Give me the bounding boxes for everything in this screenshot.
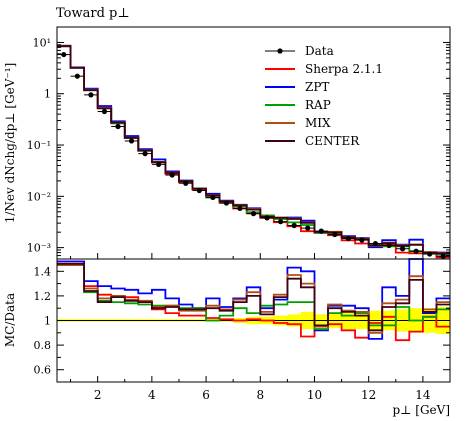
- y-tick-label-ratio: 0.6: [34, 364, 52, 377]
- data-point: [210, 194, 216, 201]
- legend-label-mix: MIX: [305, 116, 331, 130]
- y-tick-label-main: 10¹: [33, 36, 51, 49]
- chart-title: Toward p⊥: [56, 6, 130, 21]
- curve-mix: [57, 45, 450, 254]
- data-point: [196, 187, 202, 194]
- legend: Data Sherpa 2.1.1 ZPT RAP MIX CENTER: [265, 44, 383, 148]
- legend-label-rap: RAP: [305, 98, 331, 112]
- data-point: [88, 92, 94, 98]
- data-point: [142, 151, 148, 157]
- x-axis-label: p⊥ [GeV]: [393, 403, 451, 417]
- curve-sherpa-2-1-1: [57, 44, 450, 259]
- data-point: [291, 222, 297, 229]
- legend-label-center: CENTER: [305, 134, 360, 148]
- data-point: [61, 51, 67, 58]
- ratio-curve-zpt: [57, 258, 450, 340]
- data-point: [278, 219, 284, 225]
- data-point: [399, 246, 406, 252]
- data-point: [332, 231, 338, 238]
- ratio-panel: 0.6 0.8 1 1.2 1.4 MC/Data: [3, 258, 451, 383]
- data-point: [345, 235, 351, 242]
- x-tick-label: 12: [361, 388, 376, 402]
- y-tick-label-ratio: 1.4: [34, 265, 52, 278]
- y-tick-label-ratio: 0.8: [34, 339, 52, 352]
- legend-label-data: Data: [305, 44, 334, 58]
- x-tick-label: 2: [94, 388, 102, 402]
- x-tick-label: 10: [307, 388, 322, 402]
- data-point: [372, 240, 379, 247]
- data-point: [359, 237, 365, 243]
- data-point: [183, 180, 189, 186]
- legend-label-zpt: ZPT: [305, 80, 329, 94]
- data-point: [115, 123, 121, 130]
- legend-marker-data-point: [277, 48, 283, 54]
- y-tick-label-main: 10⁻³: [27, 242, 51, 255]
- ratio-curve-center: [57, 263, 450, 332]
- data-point: [305, 225, 311, 231]
- data-point: [386, 242, 392, 249]
- data-point: [128, 138, 135, 144]
- y-tick-label-main: 10⁻²: [27, 190, 51, 203]
- data-point: [74, 73, 80, 79]
- data-point: [440, 253, 446, 259]
- y-axis-label-main: 1/Nev dNchg/dp⊥ [GeV⁻¹]: [3, 63, 17, 224]
- curve-center: [57, 45, 450, 255]
- y-tick-label-main: 1: [44, 88, 51, 101]
- data-point: [169, 172, 175, 178]
- x-tick-label: 8: [256, 388, 264, 402]
- data-point: [101, 108, 108, 115]
- x-tick-label: 14: [415, 388, 431, 402]
- x-tick-label: 4: [148, 388, 156, 402]
- data-point: [413, 248, 419, 254]
- main-frame: [56, 26, 451, 260]
- data-point: [223, 200, 229, 206]
- data-point: [250, 211, 257, 217]
- legend-label-sherpa-2-1-1: Sherpa 2.1.1: [305, 62, 383, 76]
- curve-rap: [57, 45, 450, 256]
- data-point: [156, 161, 162, 167]
- curve-zpt: [57, 44, 450, 254]
- y-tick-label-ratio: 1: [44, 315, 51, 328]
- data-point: [318, 228, 324, 234]
- y-tick-label-main: 10⁻¹: [27, 139, 51, 152]
- y-axis-label-ratio: MC/Data: [3, 293, 17, 347]
- data-point: [427, 251, 433, 257]
- data-point: [237, 205, 243, 212]
- x-tick-label: 6: [202, 388, 210, 402]
- data-point: [264, 215, 270, 221]
- y-tick-label-ratio: 1.2: [34, 290, 52, 303]
